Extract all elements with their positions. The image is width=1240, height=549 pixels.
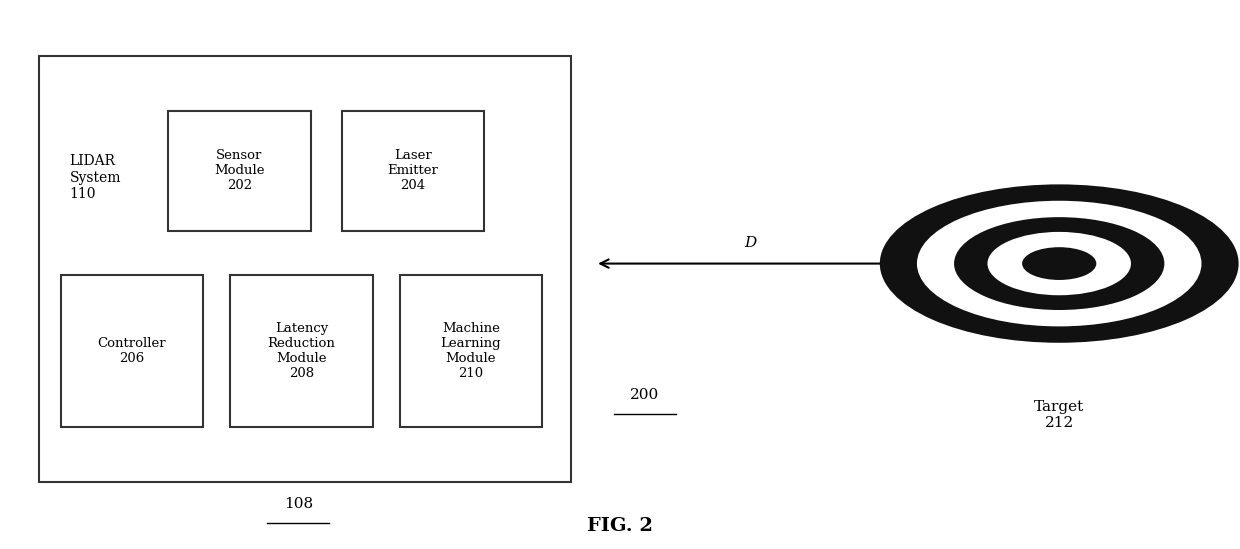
Circle shape	[954, 217, 1164, 310]
Circle shape	[1044, 257, 1074, 270]
Text: Laser
Emitter
204: Laser Emitter 204	[387, 149, 438, 192]
Circle shape	[1022, 247, 1096, 280]
FancyBboxPatch shape	[169, 111, 311, 231]
Text: Target
212: Target 212	[1034, 400, 1084, 430]
FancyBboxPatch shape	[61, 274, 203, 428]
Circle shape	[916, 201, 1202, 327]
FancyBboxPatch shape	[342, 111, 484, 231]
Text: 200: 200	[630, 388, 660, 402]
FancyBboxPatch shape	[399, 274, 542, 428]
FancyBboxPatch shape	[231, 274, 372, 428]
Text: D: D	[744, 236, 756, 250]
Text: Controller
206: Controller 206	[98, 337, 166, 365]
Text: Sensor
Module
202: Sensor Module 202	[215, 149, 265, 192]
Text: 108: 108	[284, 497, 312, 511]
FancyBboxPatch shape	[38, 56, 570, 482]
Circle shape	[987, 232, 1131, 295]
Text: FIG. 2: FIG. 2	[587, 517, 653, 535]
Text: LIDAR
System
110: LIDAR System 110	[69, 154, 122, 201]
Circle shape	[880, 184, 1239, 343]
Text: Machine
Learning
Module
210: Machine Learning Module 210	[440, 322, 501, 380]
Text: Latency
Reduction
Module
208: Latency Reduction Module 208	[268, 322, 335, 380]
